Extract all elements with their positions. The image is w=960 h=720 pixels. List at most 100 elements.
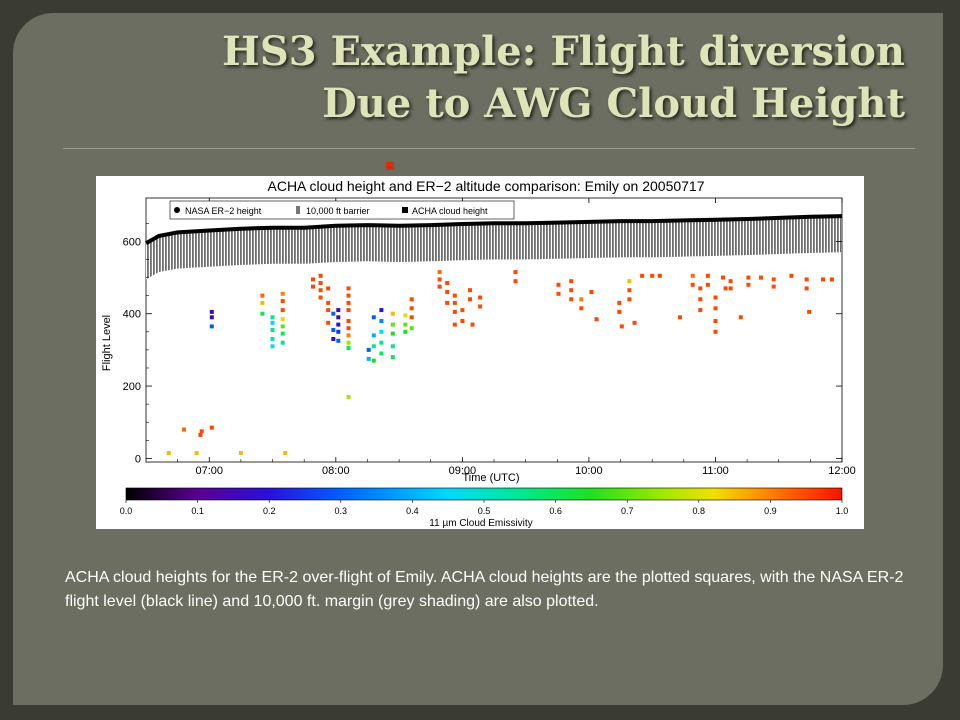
acha-point [445,290,450,294]
acha-chart: ACHA cloud height and ER−2 altitude comp… [101,178,856,529]
acha-point [209,425,214,430]
acha-point [336,308,341,313]
acha-point [260,293,265,298]
acha-point [270,320,275,325]
acha-point [409,326,414,331]
acha-point [690,273,695,278]
acha-point [713,306,718,311]
acha-point [713,319,718,323]
acha-point [209,315,214,320]
colorbar-tick-label: 0.2 [263,506,276,516]
colorbar-tick-label: 0.7 [621,506,634,516]
acha-point [366,356,371,361]
acha-point [280,324,285,329]
acha-point [437,284,442,289]
legend-barrier-marker [296,206,300,214]
acha-point [390,311,395,316]
acha-point [270,315,275,320]
acha-point [318,288,323,293]
y-tick-label: 200 [123,381,141,393]
legend: NASA ER−2 height 10,000 ft barrier ACHA … [169,200,515,220]
acha-point [513,279,518,284]
acha-point [579,306,584,311]
acha-point [409,306,414,311]
acha-point [460,319,465,323]
acha-point [452,322,457,327]
acha-point [331,337,336,341]
acha-point [556,291,561,296]
acha-point [723,286,728,291]
acha-point [280,308,285,313]
acha-point [705,282,710,287]
acha-point [690,282,695,287]
acha-point [379,329,384,334]
figure-caption: ACHA cloud heights for the ER-2 over-fli… [65,569,904,610]
acha-point [390,331,395,336]
acha-point [260,300,265,305]
acha-point [326,320,331,325]
y-tick-label: 400 [123,309,141,321]
acha-point [194,451,199,455]
colorbar-tick-label: 0.5 [478,506,491,516]
acha-point [721,275,725,280]
x-tick-label: 08:00 [322,465,350,477]
x-tick-label: 09:00 [449,465,477,477]
acha-point [336,315,341,320]
acha-point [336,338,341,343]
acha-point [182,427,186,432]
acha-point [632,320,637,325]
acha-point [804,277,809,282]
acha-point [331,328,336,332]
acha-point [445,281,450,285]
acha-point [379,340,384,345]
acha-point [617,309,622,314]
colorbar-label: 11 µm Cloud Emissivity [429,518,532,529]
slide-title-line2: Due to AWG Cloud Height [322,80,905,127]
slide: HS3 Example: Flight diversion Due to AWG… [13,13,943,705]
acha-point [698,286,703,291]
colorbar-tick-label: 0.1 [191,506,204,516]
acha-point [403,322,408,327]
acha-point [452,309,457,314]
acha-point [371,358,376,363]
acha-point [346,308,351,313]
colorbar-tick-label: 0.8 [693,506,706,516]
acha-point [318,273,323,278]
acha-point [627,288,632,293]
acha-point [437,277,442,282]
acha-point [409,315,414,320]
acha-point [238,451,243,455]
acha-point [390,322,395,327]
y-axis-label: Flight Level [101,315,113,371]
colorbar-tick-label: 0.3 [335,506,348,516]
acha-point [627,297,632,302]
acha-point [270,344,275,349]
colorbar-tick-label: 0.4 [406,506,419,516]
acha-point [260,311,265,316]
acha-point [569,279,574,284]
acha-point [619,324,624,329]
acha-point [771,284,776,289]
acha-point [468,297,472,302]
acha-point [199,429,204,434]
acha-point [403,329,408,334]
y-tick-label: 600 [123,236,141,248]
acha-point [478,295,483,300]
acha-point [326,308,331,313]
acha-point [366,347,371,352]
acha-point [379,319,384,323]
acha-point [589,290,594,294]
acha-point [746,275,751,280]
chart-panel: ACHA cloud height and ER−2 altitude comp… [96,176,864,529]
er2-height-line [145,214,843,245]
acha-point [346,326,351,331]
colorbar-tick-label: 0.6 [549,506,562,516]
acha-point [346,319,351,323]
x-tick-label: 12:00 [828,465,856,477]
acha-point [698,297,703,302]
acha-point [746,282,751,287]
chart-title: ACHA cloud height and ER−2 altitude comp… [268,178,705,194]
legend-barrier-label: 10,000 ft barrier [306,206,370,216]
colorbar-gradient [125,487,843,501]
acha-point [437,270,442,275]
